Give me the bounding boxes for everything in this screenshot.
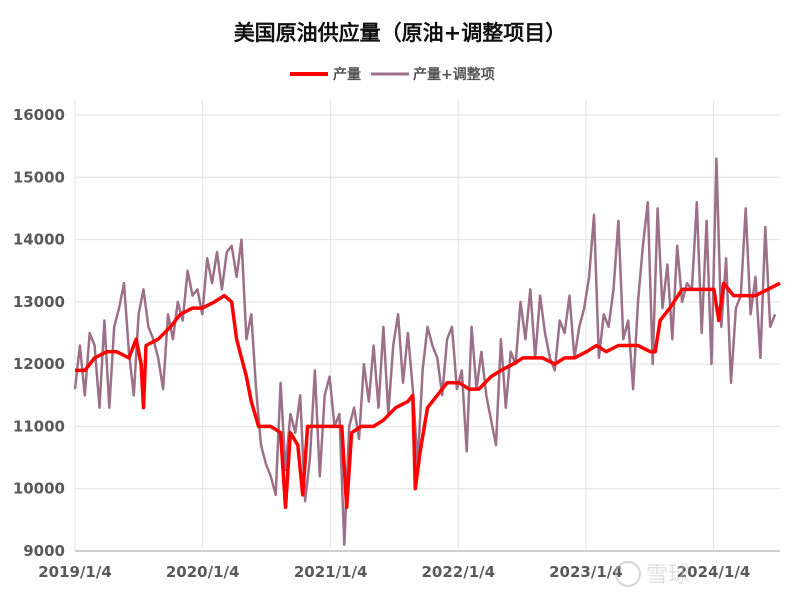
x-tick-label: 2024/1/4 <box>677 563 751 581</box>
y-tick-label: 14000 <box>13 231 65 249</box>
x-tick-label: 2020/1/4 <box>166 563 240 581</box>
x-tick-label: 2023/1/4 <box>549 563 623 581</box>
y-tick-label: 10000 <box>13 480 65 498</box>
chart-title: 美国原油供应量（原油+调整项目） <box>234 21 567 45</box>
x-tick-label: 2022/1/4 <box>421 563 495 581</box>
watermark-logo-icon <box>615 561 641 587</box>
watermark: 雪球 <box>615 561 690 588</box>
legend-label-production: 产量 <box>333 66 361 83</box>
x-tick-label: 2021/1/4 <box>294 563 368 581</box>
y-tick-label: 9000 <box>23 542 65 560</box>
legend-label-adjusted: 产量+调整项 <box>413 66 495 83</box>
legend: 产量 产量+调整项 <box>290 66 495 83</box>
y-tick-label: 11000 <box>13 417 65 435</box>
y-tick-label: 13000 <box>13 293 65 311</box>
watermark-text: 雪球 <box>646 563 690 588</box>
series-line-adjusted <box>73 157 777 547</box>
y-tick-label: 16000 <box>13 106 65 124</box>
y-tick-label: 15000 <box>13 168 65 186</box>
series-line-production <box>75 281 781 510</box>
y-tick-label: 12000 <box>13 355 65 373</box>
x-tick-label: 2019/1/4 <box>38 563 112 581</box>
